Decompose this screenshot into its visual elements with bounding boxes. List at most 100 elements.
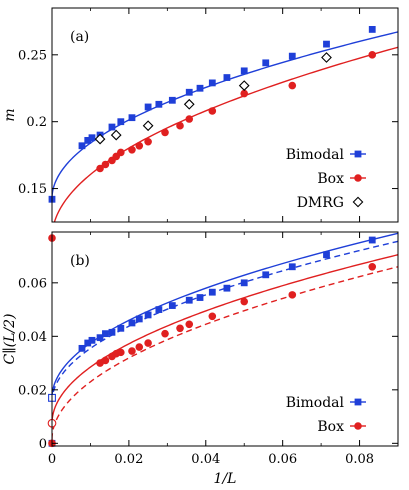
data-point xyxy=(262,59,270,67)
data-point xyxy=(117,348,125,357)
data-point xyxy=(155,306,163,313)
data-point xyxy=(176,324,184,333)
legend-marker xyxy=(352,196,364,208)
data-point xyxy=(208,312,217,321)
plot-frame xyxy=(51,231,399,447)
data-point xyxy=(94,133,106,145)
y-tick-label: 0.2 xyxy=(26,115,47,130)
fit-curve-bimodal xyxy=(52,31,398,199)
legend-entry-box: Box xyxy=(317,171,366,187)
data-point xyxy=(168,96,176,104)
data-point xyxy=(240,67,248,75)
series-box xyxy=(47,262,377,448)
data-point xyxy=(288,291,297,299)
legend-marker xyxy=(354,174,362,182)
data-point xyxy=(223,284,231,292)
data-point xyxy=(101,160,110,169)
y-tick-label: 0.04 xyxy=(18,330,47,345)
data-point xyxy=(185,320,194,329)
data-point xyxy=(135,343,144,351)
y-axis-label: C∥(L/2) xyxy=(2,313,18,364)
data-point xyxy=(176,121,184,130)
data-point xyxy=(117,148,125,157)
legend-label: Bimodal xyxy=(286,395,345,411)
data-point xyxy=(185,296,193,304)
legend-marker xyxy=(354,422,362,430)
x-tick-label: 0 xyxy=(48,452,56,467)
data-point xyxy=(183,98,195,110)
y-tick-label: 0.15 xyxy=(18,182,47,197)
fit-curves xyxy=(52,31,398,222)
data-point xyxy=(321,52,332,63)
data-point xyxy=(240,297,249,306)
data-point xyxy=(142,120,154,132)
data-point xyxy=(88,336,96,344)
series-dmrg xyxy=(94,52,332,145)
series-bimodal xyxy=(48,236,376,447)
data-point xyxy=(155,100,163,108)
data-point xyxy=(108,328,116,336)
data-point xyxy=(117,324,125,332)
data-point xyxy=(135,315,143,323)
data-point xyxy=(161,128,169,137)
data-point xyxy=(144,103,152,111)
data-point xyxy=(96,164,104,173)
data-point xyxy=(238,80,250,91)
fit-curve-dashed-bimodal xyxy=(52,240,398,402)
data-point xyxy=(117,118,125,126)
y-axis-label: m xyxy=(2,108,18,121)
data-point xyxy=(78,142,86,150)
data-point xyxy=(368,262,377,271)
y-tick-label: 0.25 xyxy=(18,48,47,63)
data-point xyxy=(96,334,104,342)
data-point xyxy=(144,339,152,347)
data-point xyxy=(288,81,297,90)
data-point xyxy=(168,302,176,309)
data-point xyxy=(135,141,144,150)
panel-label: (b) xyxy=(70,253,90,269)
data-point xyxy=(223,74,231,81)
data-point xyxy=(84,339,92,347)
series-box xyxy=(48,51,377,242)
data-point xyxy=(144,137,152,146)
panel-a: 0.15 0.2 0.25 (a) m Bimodal Box DMRG xyxy=(2,7,399,242)
fit-curve-solid-box xyxy=(52,254,398,424)
legend-label: DMRG xyxy=(297,195,344,211)
data-point xyxy=(368,51,377,59)
data-point xyxy=(128,114,136,122)
y-tick-label: 0.06 xyxy=(18,276,47,291)
data-point xyxy=(102,330,109,338)
x-tick-label: 0.06 xyxy=(268,452,297,467)
data-point xyxy=(262,271,270,279)
data-point xyxy=(78,344,86,352)
data-point xyxy=(144,311,152,319)
y-tick-label: 0.02 xyxy=(18,383,47,398)
data-point xyxy=(128,319,136,327)
data-point xyxy=(161,329,169,338)
fit-curve-solid-bimodal xyxy=(52,232,398,398)
data-point xyxy=(208,107,217,115)
data-point xyxy=(185,115,194,123)
data-point xyxy=(110,129,122,141)
data-point xyxy=(208,288,216,296)
legend-entry-bimodal: Bimodal xyxy=(286,147,366,163)
data-point xyxy=(368,26,376,33)
fit-curve-dashed-box xyxy=(52,266,398,440)
data-point xyxy=(84,137,92,144)
data-point xyxy=(108,123,116,131)
y-tick-label: 0 xyxy=(39,437,47,452)
data-point xyxy=(240,89,249,98)
data-point xyxy=(368,236,376,244)
legend-entry-dmrg: DMRG xyxy=(297,195,364,211)
data-point xyxy=(288,263,296,271)
data-point xyxy=(323,40,330,48)
data-point xyxy=(128,347,136,355)
data-point xyxy=(101,356,110,365)
legend-entry-box: Box xyxy=(317,419,366,435)
plot-frame xyxy=(51,7,399,223)
data-point xyxy=(323,251,330,259)
legend-label: Box xyxy=(317,171,344,187)
legend-label: Bimodal xyxy=(286,147,345,163)
